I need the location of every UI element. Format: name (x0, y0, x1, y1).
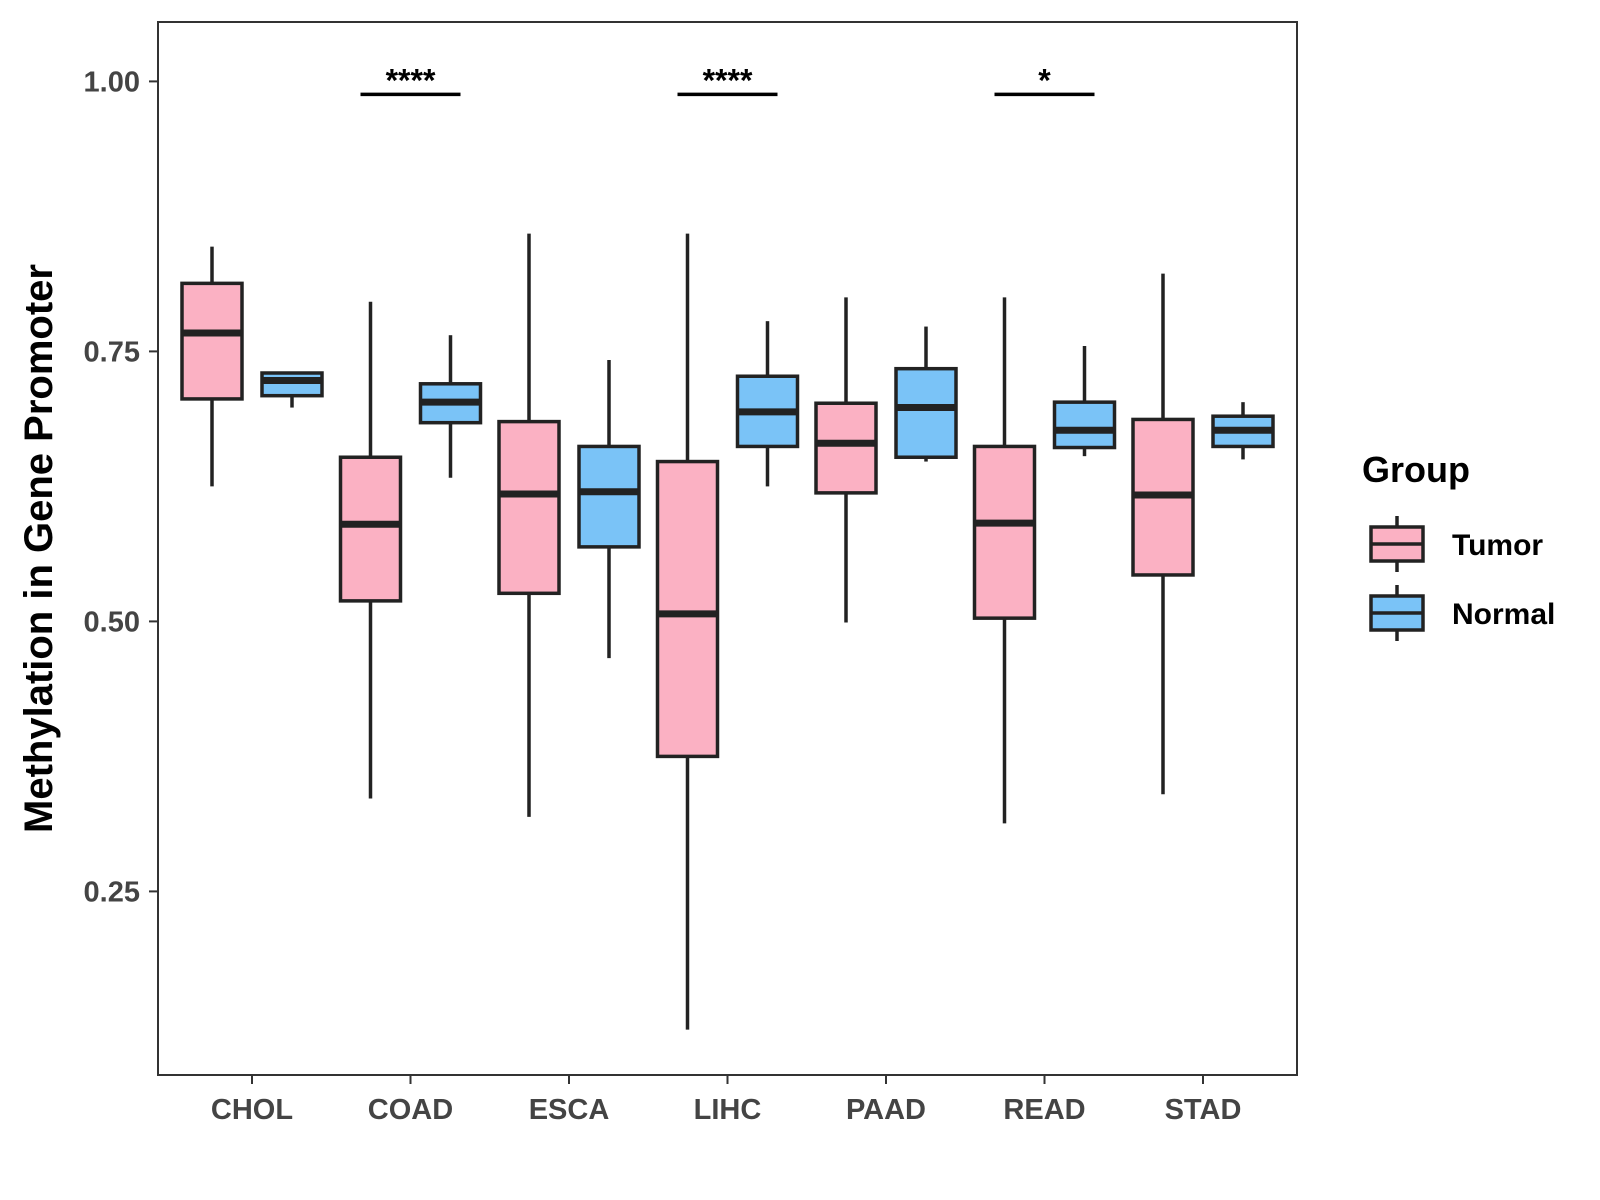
box-tumor-chol (180, 246, 244, 487)
x-tick-label-stad: STAD (1165, 1094, 1242, 1126)
x-tick-label-read: READ (1003, 1094, 1085, 1126)
box-normal-read (1052, 346, 1117, 457)
significance-annotations: **** **** * (360, 62, 1095, 98)
y-tick-label-3: 1.00 (84, 66, 140, 98)
x-tick-label-coad: COAD (368, 1094, 453, 1126)
legend: Group Tumor Normal (1362, 449, 1555, 641)
box-tumor-stad (1131, 273, 1195, 795)
box-normal-lihc (735, 321, 800, 487)
significance-label-read: * (1038, 62, 1051, 98)
y-axis-title: Methylation in Gene Promoter (17, 264, 61, 833)
significance-label-lihc: **** (703, 62, 753, 98)
y-tick-label-2: 0.75 (84, 336, 140, 368)
box-body-normal-esca (577, 444, 641, 549)
legend-title: Group (1362, 449, 1470, 490)
x-tick-label-chol: CHOL (211, 1094, 293, 1126)
y-tick-label-1: 0.50 (84, 606, 140, 638)
box-body-normal-read (1052, 400, 1117, 450)
box-normal-esca (577, 360, 641, 659)
y-tick-label-0: 0.25 (84, 876, 140, 908)
box-body-tumor-paad (814, 401, 878, 495)
box-body-tumor-read (972, 444, 1037, 620)
box-normal-paad (894, 326, 958, 462)
box-tumor-esca (497, 233, 561, 817)
box-normal-chol (260, 371, 324, 408)
x-tick-label-esca: ESCA (529, 1094, 610, 1126)
box-tumor-coad (338, 301, 403, 799)
axes: 0.25 0.50 0.75 1.00 CHOL COAD ESCA LIHC PAAD READ… (84, 66, 1242, 1126)
box-body-tumor-chol (180, 281, 244, 401)
plot-panel-border (157, 21, 1298, 1076)
box-body-normal-paad (894, 366, 958, 459)
x-tick-label-lihc: LIHC (694, 1094, 762, 1126)
box-tumor-lihc (655, 233, 720, 1030)
box-normal-stad (1211, 402, 1275, 460)
box-body-tumor-lihc (655, 459, 720, 759)
box-body-tumor-coad (338, 455, 403, 603)
box-normal-coad (418, 335, 483, 478)
legend-label-normal: Normal (1452, 598, 1555, 631)
boxes-layer (180, 233, 1275, 1030)
box-tumor-paad (814, 297, 878, 623)
legend-label-tumor: Tumor (1452, 529, 1543, 562)
box-body-normal-chol (260, 371, 324, 398)
significance-label-coad: **** (386, 62, 436, 98)
box-body-tumor-esca (497, 419, 561, 596)
x-tick-label-paad: PAAD (846, 1094, 926, 1126)
box-tumor-read (972, 297, 1037, 824)
